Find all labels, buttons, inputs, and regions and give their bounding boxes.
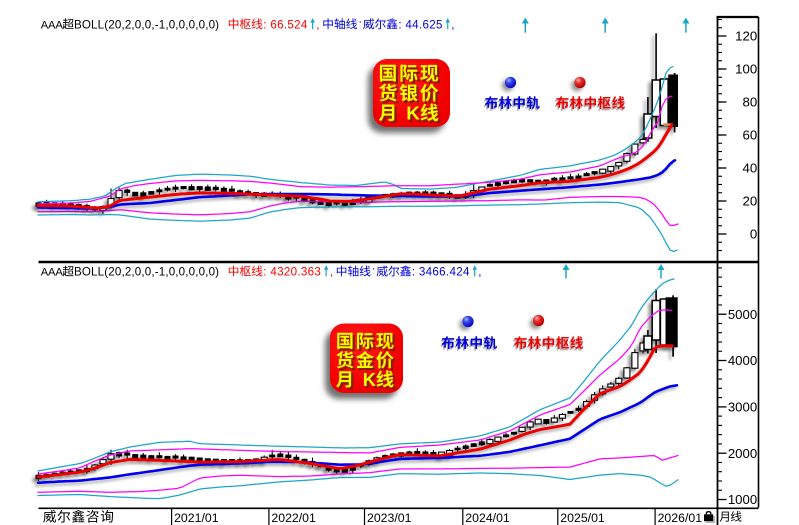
svg-text:K: K [409,105,423,126]
svg-text:40: 40 [743,161,758,176]
svg-text:2025/01: 2025/01 [560,511,605,525]
svg-text:3000: 3000 [728,400,757,415]
svg-text:K: K [365,372,378,392]
svg-text:2026/01: 2026/01 [658,511,703,525]
svg-text:,: , [330,266,333,279]
svg-text:BOLL(20,2,0,0,-1,0,0,0,0,0): BOLL(20,2,0,0,-1,0,0,0,0,0) [74,266,219,279]
svg-text:: 44.625: : 44.625 [398,18,442,31]
svg-text:0: 0 [750,227,757,242]
svg-text:·: · [372,262,376,275]
svg-text:BOLL(20,2,0,0,-1,0,0,0,0,0): BOLL(20,2,0,0,-1,0,0,0,0,0) [74,18,219,31]
svg-text:5000: 5000 [728,307,757,322]
svg-text:: 66.524: : 66.524 [263,18,308,31]
svg-text:,: , [316,18,319,31]
svg-text:2022/01: 2022/01 [271,511,316,525]
svg-text:K: K [363,370,376,390]
svg-text:100: 100 [735,62,757,77]
svg-text:20: 20 [743,194,758,209]
svg-text:: 4320.363: : 4320.363 [263,266,321,279]
svg-text:1000: 1000 [728,492,757,507]
svg-text:,: , [451,18,454,31]
svg-text:60: 60 [743,128,758,143]
svg-text:: 3466.424: : 3466.424 [412,266,470,279]
svg-text:AAA: AAA [41,19,64,31]
svg-text:4000: 4000 [728,353,757,368]
svg-text:2023/01: 2023/01 [367,511,412,525]
svg-text:K: K [406,103,420,124]
svg-text:2024/01: 2024/01 [465,511,510,525]
svg-text:·: · [358,15,362,28]
svg-text:2021/01: 2021/01 [174,511,219,525]
svg-text:,: , [478,266,481,279]
svg-text:AAA: AAA [41,267,64,279]
svg-text:2000: 2000 [728,446,757,461]
svg-text:80: 80 [743,95,758,110]
svg-text:120: 120 [735,29,757,44]
